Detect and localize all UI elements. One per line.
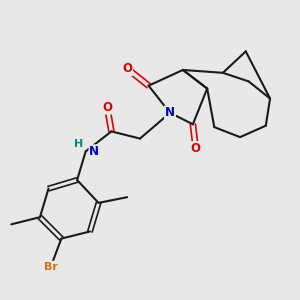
Text: O: O <box>191 142 201 155</box>
Text: O: O <box>122 62 132 75</box>
Text: N: N <box>165 106 175 119</box>
Text: H: H <box>74 139 83 148</box>
Text: Br: Br <box>44 262 58 272</box>
Text: O: O <box>102 100 112 114</box>
Text: N: N <box>89 145 99 158</box>
